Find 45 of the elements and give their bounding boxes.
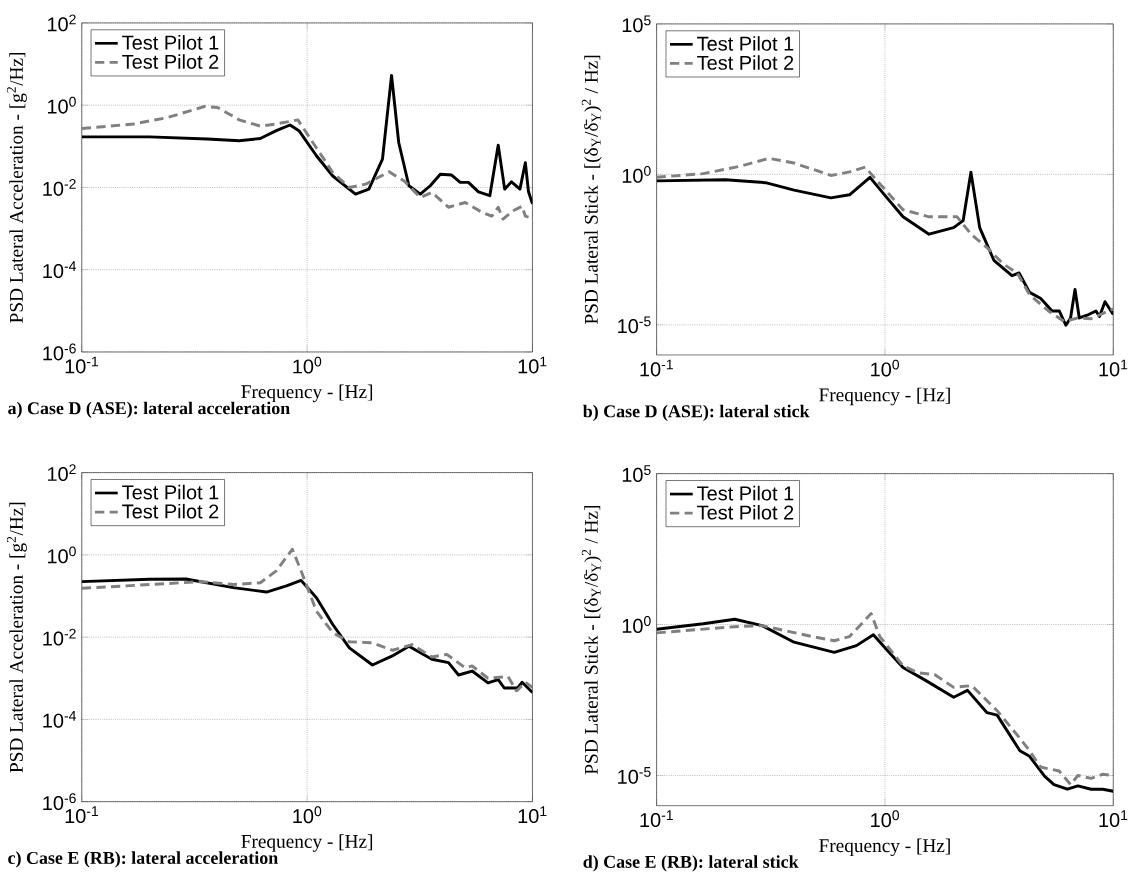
- y-tick-label: 10$^{-4}$: [43, 710, 76, 728]
- y-tick-label: 10$^{-2}$: [43, 628, 76, 646]
- x-tick-label: 10$^{0}$: [293, 806, 322, 824]
- x-tick-label: 10$^{1}$: [518, 806, 547, 823]
- x-axis-title: Frequency - [Hz]: [819, 838, 950, 856]
- x-axis-title: Frequency - [Hz]: [819, 387, 950, 406]
- legend-label: Test Pilot 1: [697, 35, 794, 51]
- y-tick-label: 10$^{5}$: [622, 465, 651, 482]
- y-tick-label: 10$^{-2}$: [43, 178, 76, 196]
- legend-label: Test Pilot 1: [697, 485, 794, 501]
- y-axis-title: PSD Lateral Stick - [(δ$_{Y}$/δ̄$_{Y}$)$^{2}$ / Hz]: [581, 55, 602, 324]
- x-axis-title: Frequency - [Hz]: [241, 384, 373, 402]
- text: a) Case D (ASE): lateral acceleration: [8, 401, 290, 418]
- x-axis-title: Frequency - [Hz]: [241, 834, 373, 852]
- y-tick-label: 10$^{0}$: [622, 165, 651, 183]
- legend-label: Test Pilot 2: [122, 503, 219, 519]
- x-tick-label: 10$^{0}$: [293, 356, 322, 374]
- text: d) Case E (RB): lateral stick: [583, 855, 799, 872]
- x-tick-label: 10$^{-1}$: [640, 810, 673, 827]
- y-tick-label: 10$^{0}$: [622, 615, 651, 633]
- y-axis-title: PSD Lateral Acceleration - [g$^{2}$/Hz]: [6, 502, 27, 773]
- y-tick-label: 10$^{2}$: [47, 14, 76, 32]
- x-tick-label: 10$^{1}$: [518, 356, 547, 374]
- x-tick-label: 10$^{-1}$: [640, 359, 673, 377]
- x-tick-label: 10$^{-1}$: [65, 356, 99, 374]
- y-tick-label: 10$^{-5}$: [618, 766, 651, 784]
- text: c) Case E (RB): lateral acceleration: [8, 851, 278, 868]
- legend-label: Test Pilot 1: [122, 34, 219, 50]
- y-tick-label: 10$^{-4}$: [43, 261, 76, 278]
- y-tick-label: 10$^{5}$: [622, 15, 651, 33]
- x-tick-label: 10$^{1}$: [1099, 359, 1128, 377]
- text: b) Case D (ASE): lateral stick: [582, 404, 810, 421]
- x-tick-label: 10$^{0}$: [871, 810, 900, 828]
- x-tick-label: 10$^{1}$: [1099, 810, 1128, 827]
- y-tick-label: 10$^{-5}$: [618, 316, 651, 334]
- y-tick-label: 10$^{2}$: [47, 464, 76, 481]
- legend-label: Test Pilot 2: [697, 55, 794, 70]
- x-tick-label: 10$^{0}$: [871, 359, 900, 377]
- y-axis-title: PSD Lateral Acceleration - [g$^{2}$/Hz]: [6, 52, 27, 323]
- legend-label: Test Pilot 2: [697, 504, 794, 520]
- y-tick-label: 10$^{0}$: [47, 96, 76, 114]
- legend-label: Test Pilot 2: [122, 54, 219, 69]
- y-axis-title: PSD Lateral Stick - [(δ$_{Y}$/δ̄$_{Y}$)$^{2}$ / Hz]: [581, 505, 602, 774]
- y-tick-label: 10$^{0}$: [47, 546, 76, 564]
- legend-label: Test Pilot 1: [122, 484, 219, 500]
